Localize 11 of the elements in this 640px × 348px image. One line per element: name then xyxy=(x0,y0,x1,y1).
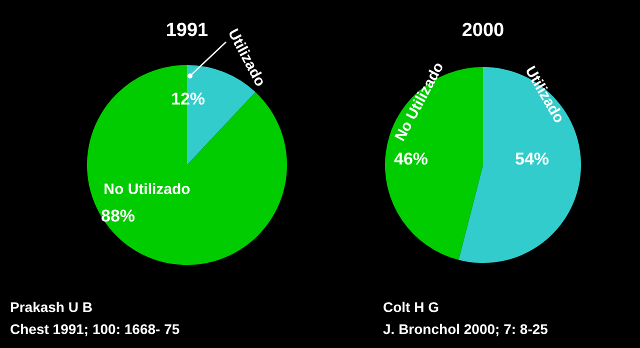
data-label: 54% xyxy=(514,149,550,168)
data-label: 46% xyxy=(394,149,428,168)
data-label: 88% xyxy=(100,206,136,226)
chart-title: 1991 xyxy=(166,20,209,41)
text: J. Bronchol 2000; 7: 8-25 xyxy=(383,321,548,337)
text: Chest 1991; 100: 1668- 75 xyxy=(10,321,180,337)
text: Prakash U B xyxy=(10,299,92,315)
chart-title: 2000 xyxy=(462,20,504,41)
text: Colt H G xyxy=(383,299,440,315)
slice-label: No Utilizado xyxy=(104,180,190,198)
pie-slice xyxy=(458,67,581,263)
